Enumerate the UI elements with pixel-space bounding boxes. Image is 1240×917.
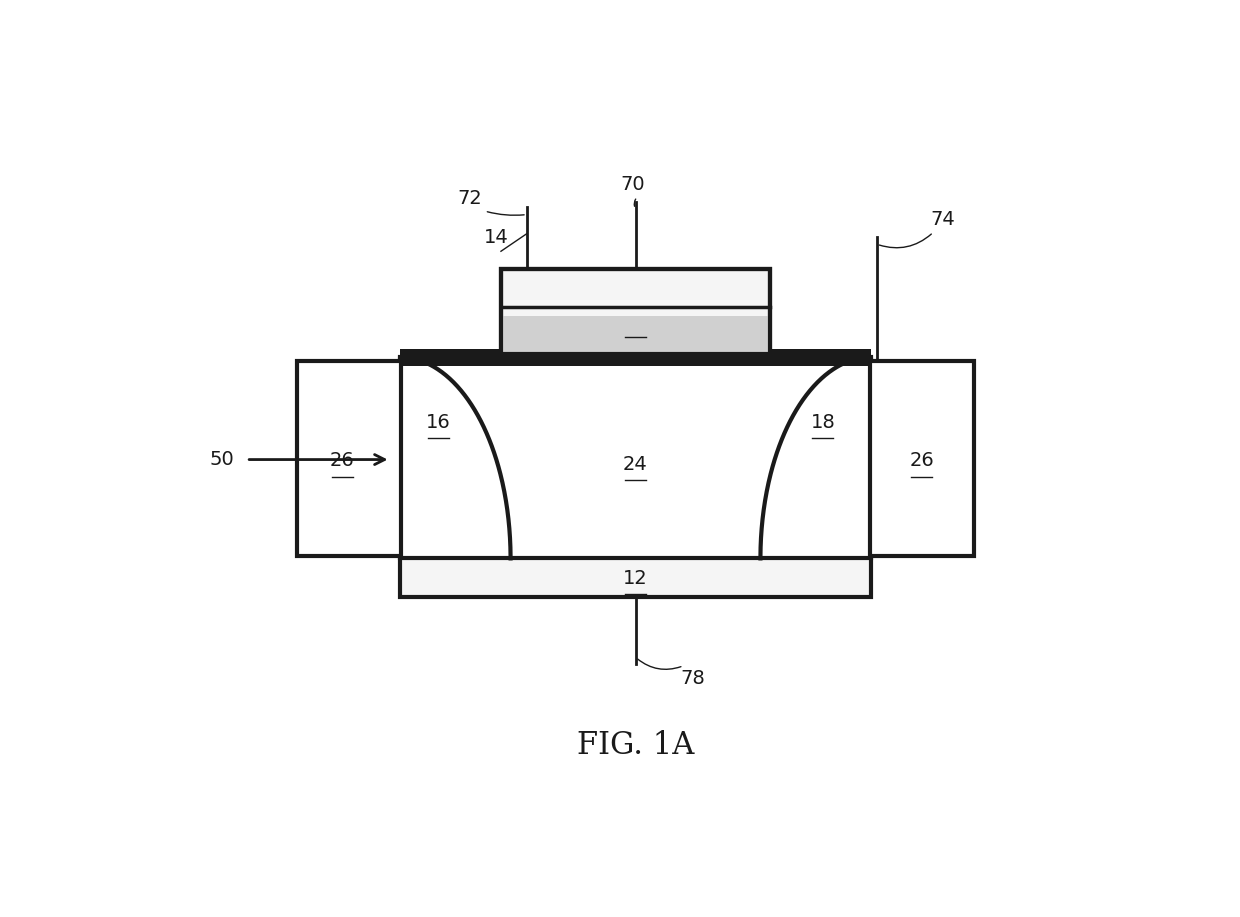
Text: 14: 14 xyxy=(484,227,508,247)
Text: 62: 62 xyxy=(624,336,647,355)
Bar xyxy=(501,269,770,354)
Text: 74: 74 xyxy=(931,210,955,229)
Text: 72: 72 xyxy=(458,189,482,208)
Text: 24: 24 xyxy=(624,455,647,474)
Text: 70: 70 xyxy=(620,174,645,193)
Bar xyxy=(298,360,401,557)
Text: 78: 78 xyxy=(681,668,706,688)
Text: FIG. 1A: FIG. 1A xyxy=(577,730,694,761)
Bar xyxy=(401,357,870,558)
Text: 26: 26 xyxy=(909,451,934,470)
Text: 12: 12 xyxy=(624,569,647,588)
Bar xyxy=(501,269,770,354)
Text: 60: 60 xyxy=(624,313,647,331)
Text: 50: 50 xyxy=(210,450,234,470)
Bar xyxy=(870,360,973,557)
Bar xyxy=(401,348,870,366)
Text: 26: 26 xyxy=(330,451,355,470)
Text: 16: 16 xyxy=(427,413,451,432)
Bar xyxy=(401,557,870,597)
Text: 18: 18 xyxy=(811,413,836,432)
Bar xyxy=(501,315,770,354)
